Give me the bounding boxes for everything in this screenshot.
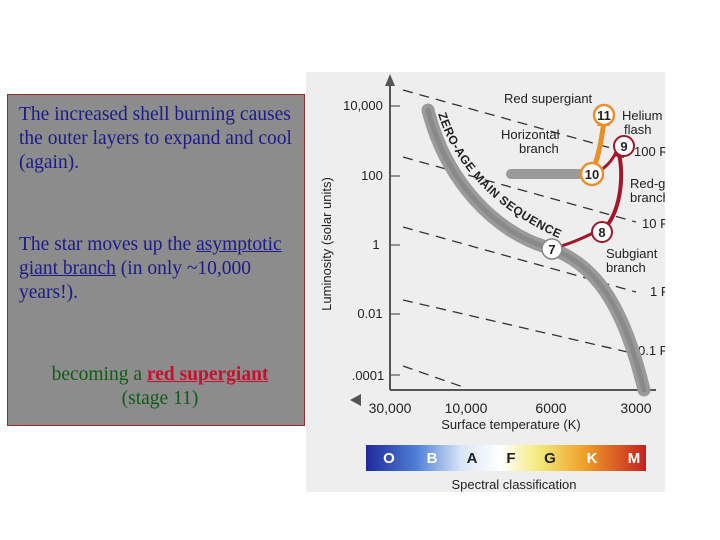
label-horizontal-branch: branch: [519, 141, 559, 156]
x-tick-label: 10,000: [445, 400, 488, 416]
stage-marker-11: 11: [592, 103, 616, 127]
svg-text:7: 7: [548, 242, 555, 257]
radius-line-0.1: [402, 299, 637, 355]
x-axis-label: Surface temperature (K): [441, 417, 580, 432]
spectral-letters: O B A F G K M: [383, 450, 640, 467]
p3-end: (stage 11): [121, 388, 199, 409]
x-axis-arrow: [350, 394, 361, 406]
stage-marker-7: 7: [541, 238, 563, 260]
x-tick-label: 3000: [620, 400, 651, 416]
p2-end: (in only ~10,000 years!).: [19, 258, 252, 303]
spectral-bar: [366, 445, 646, 471]
spectral-letter: B: [427, 450, 438, 467]
red-supergiant-link[interactable]: red supergiant: [146, 364, 269, 385]
stage-marker-10: 10: [579, 161, 605, 187]
hr-diagram-figure: 10,000 100 1 0.01 .0001 Luminosity (sola…: [306, 72, 687, 492]
y-tick-label: .0001: [352, 368, 385, 383]
radius-line-10: [402, 156, 637, 223]
y-axis-label: Luminosity (solar units): [319, 177, 334, 311]
asymptotic-giant-branch-link[interactable]: asymptotic giant branch: [19, 234, 282, 279]
label-red-supergiant: Red supergiant: [504, 91, 593, 106]
x-tick-label: 6000: [535, 400, 566, 416]
spectral-letter: O: [383, 450, 395, 467]
radius-line-0.01: [402, 365, 467, 389]
svg-text:8: 8: [598, 225, 605, 240]
svg-text:11: 11: [597, 108, 611, 123]
text-panel: The increased shell burning causes the o…: [7, 94, 305, 426]
hr-diagram: 10,000 100 1 0.01 .0001 Luminosity (sola…: [306, 72, 687, 492]
label-red-giant-branch: branch: [630, 190, 665, 205]
p2-start: The star moves up the: [19, 234, 197, 255]
radius-line-1: [402, 226, 637, 293]
label-helium-flash: Helium: [622, 108, 662, 123]
x-tick-label: 30,000: [369, 400, 412, 416]
svg-text:9: 9: [620, 139, 627, 154]
spectral-letter: F: [506, 450, 515, 467]
y-tick-label: 100: [361, 168, 383, 183]
y-tick-label: 10,000: [343, 98, 383, 113]
stage-marker-9: 9: [613, 135, 635, 157]
spectral-letter: A: [467, 450, 478, 467]
radius-label: 10 R⊙: [642, 216, 665, 231]
paragraph-red-supergiant: becoming a red supergiant (stage 11): [19, 363, 301, 411]
spectral-letter: G: [544, 450, 556, 467]
stage-marker-8: 8: [591, 221, 613, 243]
svg-text:10: 10: [585, 167, 599, 182]
paragraph-shell-burning: The increased shell burning causes the o…: [19, 104, 292, 173]
spectral-classification-label: Spectral classification: [452, 477, 577, 492]
label-red-giant-branch: Red-giant: [630, 176, 665, 191]
paragraph-asymptotic-giant: The star moves up the asymptotic giant b…: [19, 233, 301, 305]
p3-start: becoming a: [51, 364, 147, 385]
radius-lines: [402, 89, 637, 389]
radius-line-100: [402, 89, 619, 151]
y-tick-label: 0.01: [357, 306, 382, 321]
radius-label: 0.1 R⊙: [638, 343, 665, 358]
label-helium-flash: flash: [624, 122, 651, 137]
y-tick-label: 1: [372, 237, 379, 252]
spectral-letter: M: [628, 450, 641, 467]
spectral-letter: K: [587, 450, 598, 467]
y-axis-arrow: [385, 74, 395, 86]
radius-label: 1 R⊙: [650, 284, 665, 299]
label-subgiant-branch: Subgiant: [606, 246, 658, 261]
label-horizontal-branch: Horizontal: [501, 127, 560, 142]
radius-label: 100 R⊙: [634, 144, 665, 159]
label-subgiant-branch: branch: [606, 260, 646, 275]
